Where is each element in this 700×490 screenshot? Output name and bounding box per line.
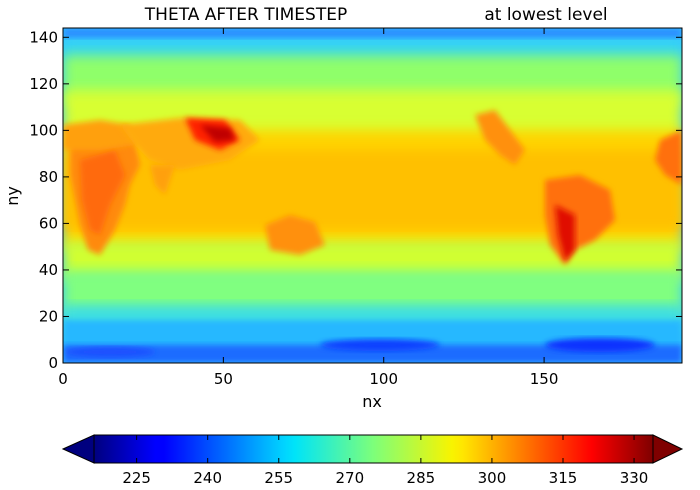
x-tick-label: 50 [214, 370, 233, 388]
y-tick-label: 0 [48, 354, 58, 372]
y-tick-label: 120 [29, 75, 58, 93]
plot-frame [62, 27, 683, 364]
heatmap-field [63, 28, 682, 363]
colorbar-tick-label: 240 [193, 469, 222, 487]
colorbar-tick-label: 255 [264, 469, 293, 487]
colorbar-tick-label: 300 [478, 469, 507, 487]
y-axis-label: ny [3, 186, 22, 206]
y-tick-label: 100 [29, 121, 58, 139]
colorbar-ticks: 225 240 255 270 285 300 315 330 [122, 435, 648, 487]
y-tick-label: 20 [39, 307, 58, 325]
x-tick-label: 150 [530, 370, 559, 388]
title-left: THETA AFTER TIMESTEP [144, 5, 347, 25]
colorbar-gradient [93, 434, 654, 464]
colorbar-extend-high [652, 434, 684, 464]
x-tick-label: 0 [58, 370, 68, 388]
colorbar-tick-label: 330 [620, 469, 649, 487]
colorbar-extend-low [61, 434, 95, 464]
x-axis-label: nx [362, 392, 382, 411]
y-tick-label: 60 [39, 214, 58, 232]
x-axis-ticks: 0 50 100 150 [58, 28, 558, 388]
y-tick-label: 80 [39, 168, 58, 186]
colorbar-tick-label: 225 [122, 469, 151, 487]
title-right: at lowest level [484, 5, 607, 25]
y-tick-label: 140 [29, 28, 58, 46]
colorbar: 225 240 255 270 285 300 315 330 [61, 434, 684, 487]
colorbar-tick-label: 315 [549, 469, 578, 487]
y-tick-label: 40 [39, 261, 58, 279]
y-axis-ticks: 0 20 40 60 80 100 120 140 [29, 28, 682, 372]
x-tick-label: 100 [369, 370, 398, 388]
colorbar-tick-label: 270 [335, 469, 364, 487]
colorbar-tick-label: 285 [407, 469, 436, 487]
